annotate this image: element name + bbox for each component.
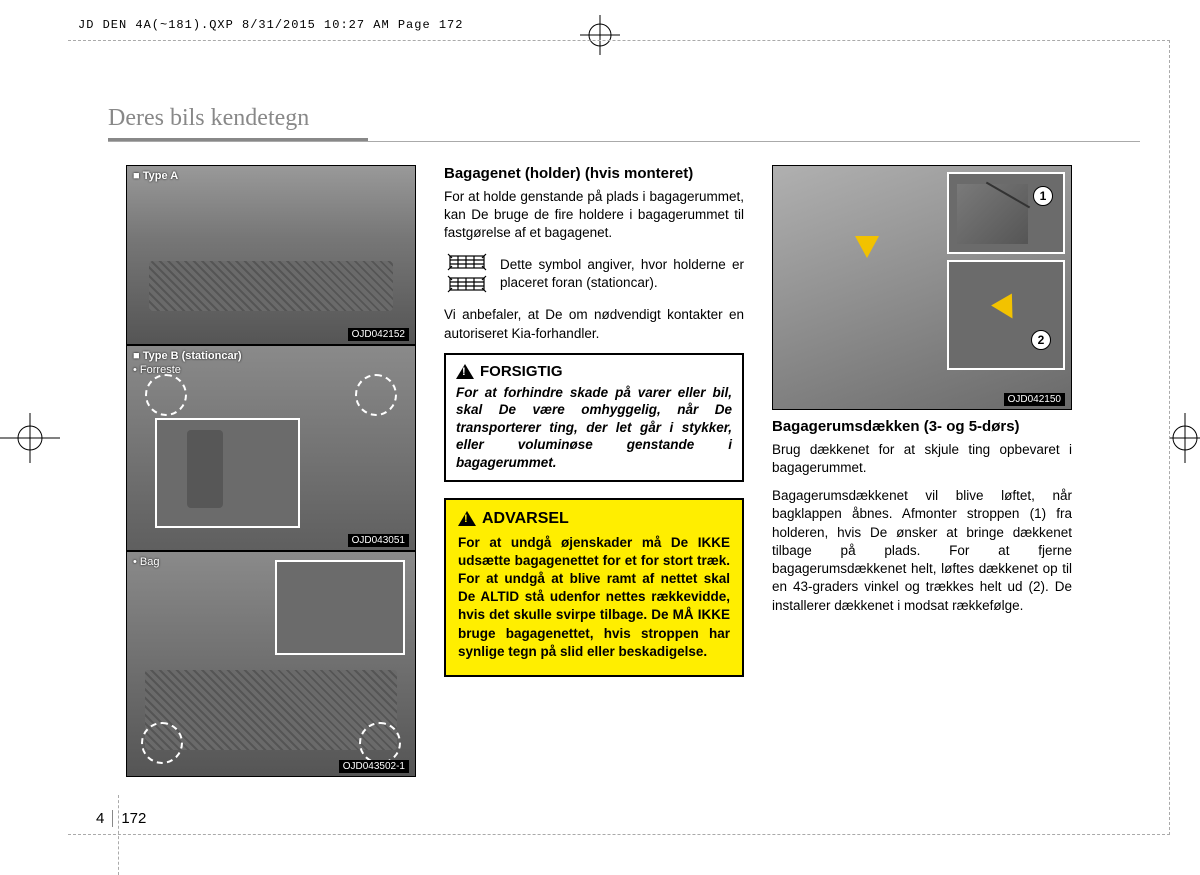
figure-code: OJD042152 <box>348 328 409 341</box>
figure-label: ■ Type B (stationcar) <box>133 350 242 362</box>
heading-cargo-cover: Bagagerumsdækken (3- og 5-dørs) <box>772 418 1072 437</box>
paragraph: Bagagerumsdækkenet vil blive løftet, når… <box>772 487 1072 615</box>
column-images: ■ Type A OJD042152 ■ Type B (stationcar)… <box>126 165 416 777</box>
callout-2: 2 <box>1031 330 1051 350</box>
paragraph: Brug dækkenet for at skjule ting opbevar… <box>772 441 1072 477</box>
net-holder-icon <box>444 252 490 296</box>
figure-type-b-rear: • Bag OJD043502-1 <box>126 551 416 777</box>
page-frame-bottom <box>68 834 1170 835</box>
heading-luggage-net: Bagagenet (holder) (hvis monteret) <box>444 165 744 184</box>
caution-box: FORSIGTIG For at forhindre skade på vare… <box>444 353 744 482</box>
paragraph: Vi anbefaler, at De om nødvendigt kontak… <box>444 306 744 342</box>
page-number: 4172 <box>96 810 146 827</box>
content-grid: ■ Type A OJD042152 ■ Type B (stationcar)… <box>126 165 1140 777</box>
symbol-caption: Dette symbol angiver, hvor holderne er p… <box>500 256 744 292</box>
figure-type-b-front: ■ Type B (stationcar) • Forreste OJD0430… <box>126 345 416 551</box>
caution-title: FORSIGTIG <box>480 363 563 380</box>
symbol-row: Dette symbol angiver, hvor holderne er p… <box>444 252 744 296</box>
warning-body: For at undgå øjenskader må De IKKE udsæt… <box>458 534 730 662</box>
crop-mark-icon <box>0 413 60 463</box>
figure-sublabel: • Forreste <box>133 364 181 376</box>
caution-icon <box>456 364 474 379</box>
warning-icon <box>458 511 476 526</box>
figure-type-a: ■ Type A OJD042152 <box>126 165 416 345</box>
warning-box: ADVARSEL For at undgå øjenskader må De I… <box>444 498 744 678</box>
print-header: JD DEN 4A(~181).QXP 8/31/2015 10:27 AM P… <box>78 18 463 32</box>
warning-title: ADVARSEL <box>482 510 569 528</box>
callout-1: 1 <box>1033 186 1053 206</box>
figure-label: ■ Type A <box>133 170 178 182</box>
gutter-line <box>118 795 119 875</box>
figure-cargo-cover: 1 2 OJD042150 <box>772 165 1072 410</box>
figure-code: OJD042150 <box>1004 393 1065 406</box>
paragraph: For at holde genstande på plads i bagage… <box>444 188 744 243</box>
figure-code: OJD043502-1 <box>339 760 409 773</box>
figure-code: OJD043051 <box>348 534 409 547</box>
column-text-right: 1 2 OJD042150 Bagagerumsdækken (3- og 5-… <box>772 165 1072 777</box>
column-text-center: Bagagenet (holder) (hvis monteret) For a… <box>444 165 744 777</box>
section-title: Deres bils kendetegn <box>108 105 1140 136</box>
figure-sublabel: • Bag <box>133 556 159 568</box>
section-rule-thin <box>108 141 1140 142</box>
crop-mark-icon <box>1170 413 1200 463</box>
page-number-value: 172 <box>113 810 146 827</box>
section-header: Deres bils kendetegn <box>108 105 1140 142</box>
caution-body: For at forhindre skade på varer eller bi… <box>456 384 732 472</box>
chapter-number: 4 <box>96 810 113 827</box>
